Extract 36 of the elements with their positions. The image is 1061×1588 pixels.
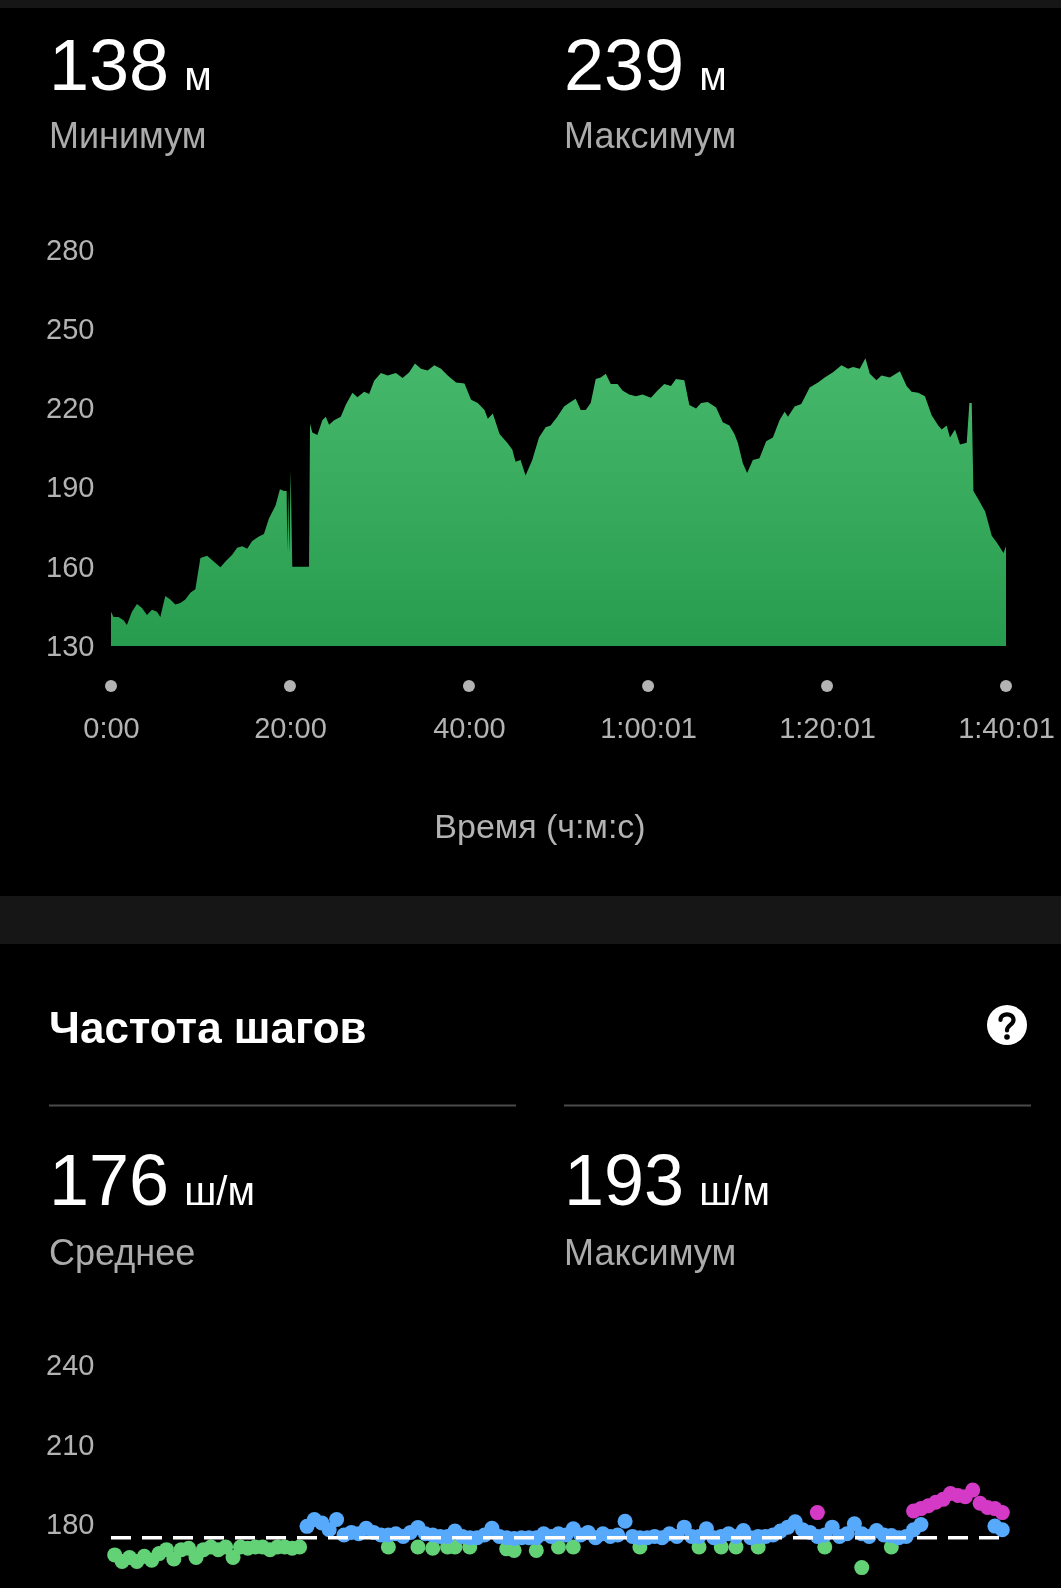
point xyxy=(292,1539,308,1555)
y-tick-label: 180 xyxy=(46,1508,95,1541)
point xyxy=(965,1482,981,1498)
text: Среднее xyxy=(49,1232,196,1273)
y-tick-label: 280 xyxy=(46,233,95,266)
text: 176 ш/м xyxy=(49,1140,255,1220)
text: 239 м xyxy=(564,25,727,105)
point xyxy=(218,1539,234,1555)
text: 138 м xyxy=(49,25,212,105)
point xyxy=(225,1550,241,1566)
text: Минимум xyxy=(49,115,207,156)
point xyxy=(854,1560,870,1576)
x-tick-label: 20:00 xyxy=(254,711,327,744)
chart-title: Частота шагов xyxy=(49,1003,367,1052)
point xyxy=(425,1540,441,1556)
y-tick-label: 210 xyxy=(46,1428,95,1461)
y-tick-label: 220 xyxy=(46,392,95,425)
point xyxy=(410,1539,426,1555)
x-tick-label: 1:00:01 xyxy=(600,711,697,744)
point xyxy=(565,1539,581,1555)
y-tick-label: 250 xyxy=(46,312,95,345)
y-tick-label: 160 xyxy=(46,550,95,583)
point xyxy=(528,1542,544,1558)
text: 193 ш/м xyxy=(564,1140,770,1220)
text: Максимум xyxy=(564,1232,737,1273)
point xyxy=(994,1505,1010,1521)
y-tick-label: 190 xyxy=(46,471,95,504)
x-tick-label: 1:20:01 xyxy=(779,711,876,744)
y-tick-label: 240 xyxy=(46,1349,95,1382)
x-tick-label: 40:00 xyxy=(433,711,506,744)
x-tick-label: 1:40:01 xyxy=(958,711,1055,744)
point xyxy=(809,1505,825,1521)
text: Максимум xyxy=(564,115,737,156)
x-tick-label: 0:00 xyxy=(83,711,140,744)
x-axis-title: Время (ч:м:с) xyxy=(434,807,646,845)
y-tick-label: 130 xyxy=(46,629,95,662)
